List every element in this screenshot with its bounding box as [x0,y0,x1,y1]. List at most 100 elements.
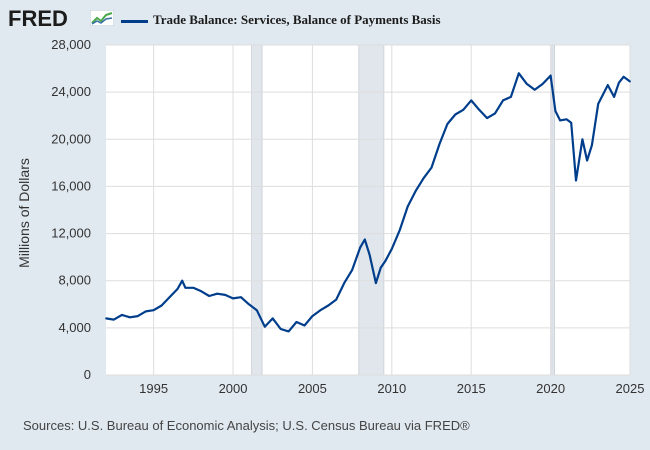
source-note: Sources: U.S. Bureau of Economic Analysi… [23,418,470,433]
data-point [279,328,282,330]
x-tick-label: 2025 [616,381,645,396]
data-point [602,93,604,96]
data-point [559,119,562,122]
data-point [105,317,107,320]
data-point [208,295,211,297]
data-point [327,304,330,307]
legend-swatch [121,20,148,23]
data-point [248,303,250,306]
data-point [176,288,179,290]
x-tick-label: 2010 [377,381,406,396]
data-point [232,297,234,300]
y-tick-label: 28,000 [51,37,91,52]
data-point [486,117,488,119]
data-point [240,296,242,299]
data-point [160,304,163,307]
y-tick-label: 4,000 [58,320,91,335]
data-point [541,82,544,85]
gridlines [106,44,631,376]
data-point [422,177,425,180]
legend-series-label: Trade Balance: Services, Balance of Paym… [153,12,441,27]
data-point [398,229,401,231]
data-point [136,315,139,317]
data-point [192,286,195,289]
data-point [152,309,155,312]
data-point [478,108,481,111]
data-point [622,75,625,78]
data-point [462,108,465,111]
recession-band [358,44,385,376]
data-point [368,253,371,256]
data-point [554,110,557,112]
data-point [570,121,573,124]
data-point [181,279,184,282]
data-point [120,313,123,316]
data-point [525,82,528,85]
y-tick-label: 8,000 [58,273,91,288]
data-point [359,246,361,249]
data-point [617,81,620,84]
data-point [590,144,593,147]
data-point [438,143,441,145]
x-axis-ticks: 1995 2000 2005 2010 2015 2020 2025 [139,381,644,396]
data-point [414,190,417,193]
data-point [375,282,377,284]
y-tick-label: 20,000 [51,131,91,146]
data-point [271,317,274,320]
data-point [303,324,306,327]
data-point [335,298,338,301]
y-axis-ticks: 0 4,000 8,000 12,000 16,000 20,000 24,000 28,00… [51,37,91,382]
data-point [533,88,536,91]
data-point [311,315,314,317]
data-point [295,321,298,323]
data-point [379,266,382,269]
data-point [586,159,589,162]
y-tick-label: 0 [84,367,91,382]
y-tick-label: 16,000 [51,178,91,193]
x-tick-label: 2000 [219,381,248,396]
data-point [502,99,504,102]
data-point [216,292,219,295]
data-point [384,259,387,262]
data-point [629,80,631,83]
data-point [446,123,449,125]
series-line [105,72,631,333]
data-point [168,296,171,299]
data-point [581,138,584,141]
chart-header: FRED Trade Balance: Services, Balance of… [0,0,650,40]
data-point [494,112,496,115]
data-point [575,179,577,182]
data-point [430,166,433,169]
data-point [363,238,366,241]
data-point [549,74,552,77]
data-point [343,282,346,284]
data-point [255,309,258,312]
data-point [510,95,512,98]
data-point [565,118,568,121]
data-point [613,95,616,98]
recession-band [251,44,263,376]
data-point [390,247,393,250]
y-tick-label: 12,000 [51,226,91,241]
data-point [454,113,457,116]
x-tick-label: 2020 [536,381,565,396]
fred-graph-icon [90,10,114,26]
data-point [406,205,409,208]
data-point [597,103,600,105]
data-point [470,99,473,102]
data-point [144,310,147,313]
data-point [263,325,266,328]
data-point [606,84,609,86]
x-tick-label: 1995 [139,381,168,396]
data-point [351,269,354,272]
data-point [224,293,226,296]
fred-logo[interactable]: FRED [8,6,68,31]
data-point [319,309,322,312]
data-point [287,330,290,333]
data-point [184,286,187,289]
y-axis-label: Millions of Dollars [16,158,32,268]
data-point [200,290,203,293]
data-point [517,72,520,75]
y-tick-label: 24,000 [51,84,91,99]
